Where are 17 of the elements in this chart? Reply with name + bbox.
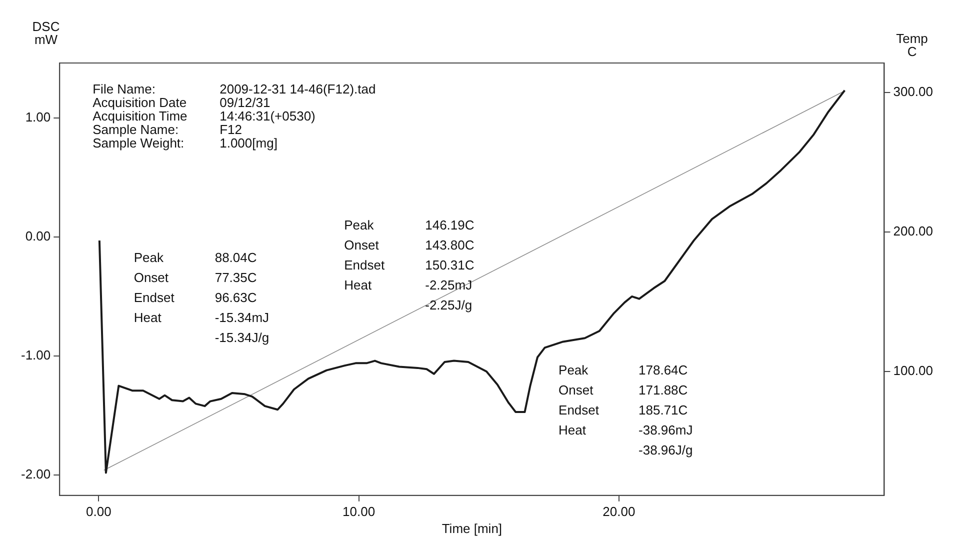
text: File Name: 2009-12-31 14-46(F12).tad Acquisition Date 09/12/31 Acquisition Time 14:46:31(+0530) Sample Name: F12 Sample Weight: 1.000[mg] [92,81,376,150]
x-tick-label: 10.00 [342,504,376,519]
x-tick-label: 0.00 [86,504,112,519]
text: Peak 146.19C Onset 143.80C Endset 150.31C Heat -2.25mJ -2.25J/g [344,217,474,312]
y2-tick-label: 100.00 [893,362,934,378]
y-tick-label: -1.00 [20,348,51,363]
y-tick-label: -2.00 [20,466,51,482]
y-tick-label: 0.00 [25,228,51,244]
y-tick-label: 1.00 [25,109,51,124]
text: Peak 88.04C Onset 77.35C Endset 96.63C Heat -15.34mJ -15.34J/g [134,250,270,345]
y2-tick-label: 200.00 [893,223,934,238]
y-axis-title: DSC mW [32,19,60,47]
y2-axis-title: Temp C [896,31,928,59]
x-axis-title: Time [min] [442,521,502,536]
y2-tick-label: 300.00 [893,84,934,99]
text: Peak 178.64C Onset 171.88C Endset 185.71C Heat -38.96mJ -38.96J/g [558,362,693,458]
x-tick-label: 20.00 [602,504,636,519]
